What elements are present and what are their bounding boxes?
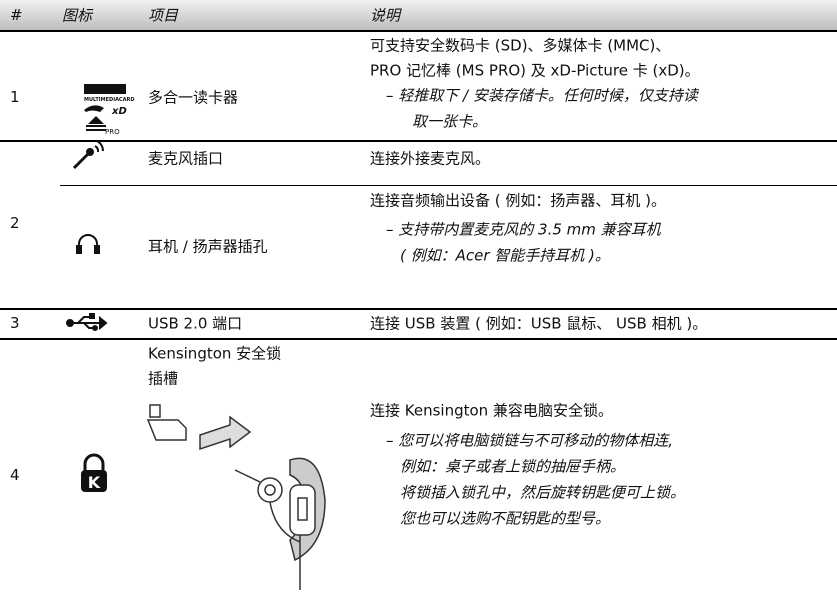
rule [0,30,837,32]
row-number: 2 [10,214,20,232]
description: 连接 Kensington 兼容电脑安全锁。 [370,401,613,420]
rule [0,140,837,142]
icon-text: MULTIMEDIACARD [84,97,135,103]
row-number: 3 [10,314,20,332]
header-cell: 图标 [62,6,93,25]
note: – 支持带内置麦克风的 3.5 mm 兼容耳机 [386,220,661,239]
note: 将锁插入锁孔中，然后旋转钥匙便可上锁。 [400,483,686,502]
note: 您也可以选购不配钥匙的型号。 [400,509,611,528]
lock-icon: K [81,453,107,492]
note: 例如：桌子或者上锁的抽屉手柄。 [400,457,626,476]
row-number: 4 [10,466,20,484]
rule [0,308,837,310]
headphone-icon [76,234,100,254]
item: Kensington 安全锁 [148,344,282,363]
note: – 您可以将电脑锁链与不可移动的物体相连, [386,431,674,450]
note: – 轻推取下 / 安装存储卡。任何时候，仅支持读 [386,86,698,105]
description: 可支持安全数码卡 (SD)、多媒体卡 (MMC)、 [370,36,671,55]
description: PRO 记忆棒 (MS PRO) 及 xD-Picture 卡 (xD)。 [370,61,700,80]
icon-text: PRO [105,128,120,136]
rule [60,185,837,186]
header-cell: 项目 [148,6,179,25]
description: 连接外接麦克风。 [370,149,491,168]
item: 耳机 / 扬声器插孔 [148,237,268,256]
description: 连接 USB 装置 ( 例如：USB 鼠标、 USB 相机 )。 [370,314,708,333]
card-icon: xD [84,84,127,131]
note: ( 例如：Acer 智能手持耳机 )。 [400,246,610,265]
usb-icon [66,313,108,331]
header-cell: 说明 [370,6,401,25]
item: 插槽 [148,369,179,388]
item: 麦克风插口 [148,149,224,168]
icon-text: K [88,473,101,492]
description: 连接音频输出设备 ( 例如：扬声器、耳机 )。 [370,191,667,210]
lock-illustration [146,404,326,590]
rule [0,338,837,340]
item: 多合一读卡器 [148,88,239,107]
svg-text:xD: xD [111,106,127,117]
header-band [0,0,837,30]
note: 取一张卡。 [412,112,488,131]
row-number: 1 [10,88,20,106]
item: USB 2.0 端口 [148,314,243,333]
mic-icon [72,140,105,170]
header-cell: # [10,6,23,24]
